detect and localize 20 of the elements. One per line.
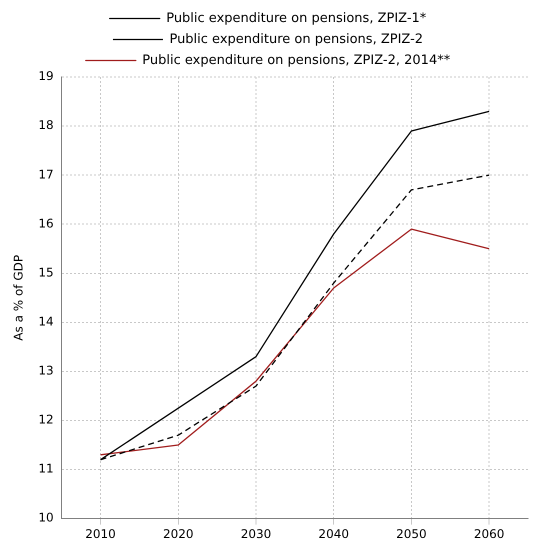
x-tick-label: 2050 bbox=[396, 526, 427, 541]
y-axis-title: As a % of GDP bbox=[11, 254, 26, 341]
y-tick-label: 15 bbox=[38, 265, 54, 280]
x-tick-label: 2030 bbox=[240, 526, 272, 541]
y-tick-label: 11 bbox=[38, 462, 54, 476]
x-tick-label: 2020 bbox=[162, 526, 194, 541]
y-tick-label: 10 bbox=[38, 510, 54, 525]
y-tick-label: 16 bbox=[38, 216, 54, 230]
legend-label: Public expenditure on pensions, ZPIZ-2, 2014** bbox=[142, 52, 451, 68]
y-tick-label: 19 bbox=[38, 69, 54, 84]
legend-label: Public expenditure on pensions, ZPIZ-2 bbox=[169, 32, 424, 47]
y-tick-label: 13 bbox=[38, 364, 54, 378]
x-tick-label: 2040 bbox=[318, 526, 349, 541]
legend-label: Public expenditure on pensions, ZPIZ-1* bbox=[166, 10, 427, 26]
x-tick-label: 2060 bbox=[474, 526, 504, 541]
x-tick-label: 2010 bbox=[85, 526, 116, 541]
y-tick-label: 18 bbox=[38, 118, 54, 132]
y-tick-label: 17 bbox=[38, 167, 54, 182]
y-tick-label: 12 bbox=[38, 412, 54, 427]
y-tick-label: 14 bbox=[38, 314, 54, 328]
